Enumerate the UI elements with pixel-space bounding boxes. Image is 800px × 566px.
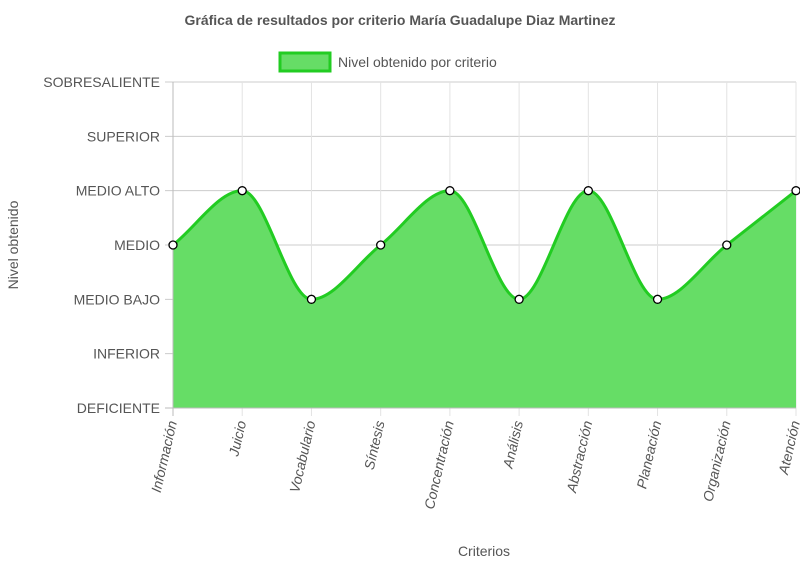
data-point <box>445 186 455 196</box>
y-tick-label: MEDIO <box>114 237 160 253</box>
data-point <box>237 186 247 196</box>
chart-title: Gráfica de resultados por criterio María… <box>184 12 615 28</box>
y-tick-labels: DEFICIENTE INFERIOR MEDIO BAJO MEDIO MEDIO A… <box>43 74 160 416</box>
x-tick-label: Organización <box>700 419 734 503</box>
legend-label: Nivel obtenido por criterio <box>338 54 497 70</box>
data-point <box>583 186 593 196</box>
y-tick-label: SOBRESALIENTE <box>43 74 160 90</box>
x-tick-label: Información <box>148 419 180 494</box>
legend[interactable]: Nivel obtenido por criterio <box>278 51 497 73</box>
data-point <box>168 240 178 250</box>
x-tick-labels: Información Juicio Vocabulario Síntesis Conc… <box>148 419 800 511</box>
y-tick-label: DEFICIENTE <box>77 400 160 416</box>
legend-swatch <box>278 51 332 73</box>
data-point <box>376 240 386 250</box>
x-tick-label: Planeación <box>633 419 664 490</box>
y-tick-label: MEDIO BAJO <box>74 291 160 307</box>
y-axis-label: Nivel obtenido <box>5 200 21 289</box>
x-tick-label: Concentración <box>421 419 457 511</box>
y-tick-label: SUPERIOR <box>87 128 160 144</box>
x-tick-label: Síntesis <box>361 419 388 471</box>
series-line <box>172 189 797 301</box>
x-tick-label: Juicio <box>225 419 249 459</box>
series-area <box>173 190 796 408</box>
x-tick-label: Atención <box>775 419 800 477</box>
x-axis-label: Criterios <box>458 543 510 559</box>
data-point <box>652 294 663 304</box>
y-tick-label: INFERIOR <box>93 346 160 362</box>
data-point <box>306 294 317 304</box>
x-tick-label: Abstracción <box>563 419 595 495</box>
data-point <box>791 186 800 196</box>
data-point <box>722 240 732 250</box>
y-tick-label: MEDIO ALTO <box>76 183 160 199</box>
x-tick-label: Vocabulario <box>286 419 318 494</box>
area-layer <box>172 189 797 408</box>
x-tick-label: Análisis <box>499 419 526 471</box>
data-point <box>514 294 524 304</box>
data-points <box>168 186 800 304</box>
